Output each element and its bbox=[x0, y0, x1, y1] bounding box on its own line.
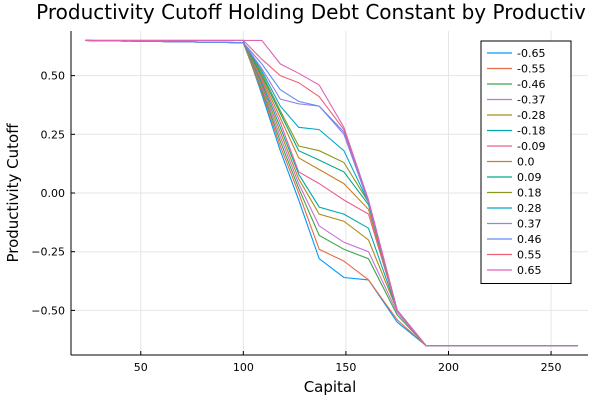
x-tick-label: 150 bbox=[335, 361, 356, 374]
legend-label: -0.46 bbox=[517, 78, 545, 91]
legend-label: 0.09 bbox=[517, 171, 542, 184]
legend-label: -0.37 bbox=[517, 94, 545, 107]
legend-label: 0.55 bbox=[517, 249, 542, 262]
legend-label: 0.37 bbox=[517, 218, 542, 231]
x-axis-label: Capital bbox=[304, 378, 357, 396]
legend-label: -0.09 bbox=[517, 140, 545, 153]
chart-title: Productivity Cutoff Holding Debt Constan… bbox=[36, 0, 586, 24]
legend-label: 0.0 bbox=[517, 156, 535, 169]
legend-label: -0.65 bbox=[517, 47, 545, 60]
x-tick-label: 250 bbox=[541, 361, 562, 374]
legend-label: 0.28 bbox=[517, 202, 542, 215]
tick-labels: 50 100 150 200 250 −0.50 −0.25 0.00 0.25 0.50 bbox=[31, 70, 561, 374]
y-axis-label: Productivity Cutoff bbox=[4, 123, 22, 263]
legend-label: -0.55 bbox=[517, 63, 545, 76]
y-tick-label: 0.50 bbox=[41, 70, 66, 83]
legend-label: 0.65 bbox=[517, 264, 542, 277]
x-tick-label: 200 bbox=[438, 361, 459, 374]
series-layer bbox=[85, 39, 578, 347]
legend-label: 0.18 bbox=[517, 187, 542, 200]
legend-box bbox=[480, 40, 572, 284]
series-line bbox=[85, 39, 578, 347]
y-tick-label: −0.50 bbox=[31, 304, 65, 317]
y-tick-label: 0.00 bbox=[41, 187, 66, 200]
x-tick-label: 50 bbox=[134, 361, 148, 374]
legend-label: -0.18 bbox=[517, 125, 545, 138]
legend-label: 0.46 bbox=[517, 233, 542, 246]
axes bbox=[70, 31, 588, 356]
legend: -0.65 -0.55 -0.46 -0.37 -0.28 -0.18 -0.09 0.0 0.… bbox=[480, 40, 572, 284]
legend-label: -0.28 bbox=[517, 109, 545, 122]
x-tick-label: 100 bbox=[233, 361, 254, 374]
y-tick-label: 0.25 bbox=[41, 128, 66, 141]
y-tick-label: −0.25 bbox=[31, 246, 65, 259]
